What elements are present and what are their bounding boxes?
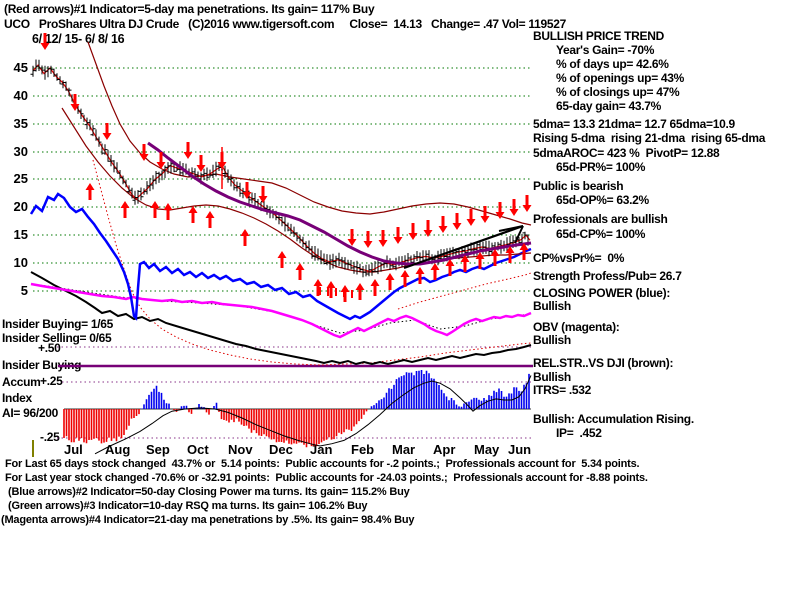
projection-arrow-head-b (514, 225, 524, 244)
month-label: Mar (392, 442, 416, 457)
panel-line: 5dmaAROC= 423 % PivotP= 12.88 (533, 146, 720, 160)
left-pane-label: +.50 (38, 341, 61, 355)
panel-line: Bullish: Accumulation Rising. (533, 412, 694, 426)
penetration-ticks (319, 287, 353, 298)
panel-line: IP= .452 (556, 426, 602, 440)
month-label: Jun (508, 442, 532, 457)
accum-histogram-positive (140, 370, 530, 409)
footer-line: (Blue arrows)#2 Indicator=50-day Closing… (8, 486, 410, 498)
month-label: Feb (351, 442, 375, 457)
panel-line: 5dma= 13.3 21dma= 12.7 65dma=10.9 (533, 117, 735, 131)
left-pane-label: Insider Selling= 0/65 (2, 331, 112, 345)
projection-arrow-head-a (498, 225, 524, 232)
footer-line: For Last 65 days stock changed 43.7% or … (5, 458, 640, 470)
month-label: Nov (228, 442, 253, 457)
left-pane-label: +.25 (40, 374, 63, 388)
panel-line: 65d-PR%= 100% (556, 160, 646, 174)
panel-line: Bullish (533, 299, 571, 313)
price-bars (30, 59, 529, 278)
panel-line: REL.STR..VS DJI (brown): (533, 356, 674, 370)
footer-line: For Last year stock changed -70.6% or -3… (5, 472, 648, 484)
panel-line: Bullish (533, 370, 571, 384)
accum-histogram-negative (63, 409, 368, 448)
panel-line: 65-day gain= 43.7% (556, 99, 661, 113)
month-label: Jul (64, 442, 83, 457)
buy-arrows (85, 183, 529, 302)
price-axis-label: 35 (13, 116, 28, 131)
panel-line: 65d-CP%= 100% (556, 227, 646, 241)
left-pane-label: AI= 96/200 (2, 406, 59, 420)
month-label: Aug (105, 442, 131, 457)
ma65-line (147, 141, 532, 266)
price-axis-label: 5 (20, 283, 28, 298)
symbol-header-line: UCO ProShares Ultra DJ Crude (C)2016 www… (4, 17, 566, 31)
ai-ma-line (94, 375, 532, 455)
price-axis-label: 30 (13, 144, 28, 159)
panel-line: Year's Gain= -70% (556, 43, 655, 57)
panel-line: Public is bearish (533, 179, 624, 193)
price-axis-label: 20 (13, 199, 28, 214)
cp-ma-dotted (397, 272, 532, 310)
panel-line: % of closings up= 47% (556, 85, 680, 99)
panel-line: ITRS= .532 (533, 383, 592, 397)
obv-line (30, 282, 532, 339)
panel-line: Rising 5-dma rising 21-dma rising 65-dma (533, 131, 766, 145)
panel-line: CP%vsPr%= 0% (533, 251, 625, 265)
month-label: Sep (146, 442, 170, 457)
panel-line: 65d-OP%= 63.2% (556, 193, 649, 207)
footer-line: (Magenta arrows)#4 Indicator=21-day ma p… (1, 514, 415, 526)
closing-power-line (29, 192, 532, 321)
ai-ref-dotted (57, 346, 531, 439)
panel-line: % of days up= 42.6% (556, 57, 669, 71)
left-pane-label: Index (2, 391, 32, 405)
panel-line: Bullish (533, 333, 571, 347)
month-label: May (474, 442, 500, 457)
month-label: Apr (433, 442, 456, 457)
indicator1-header-line: (Red arrows)#1 Indicator=5-day ma penetr… (4, 2, 375, 16)
price-axis-label: 10 (13, 255, 28, 270)
panel-line: % of openings up= 43% (556, 71, 685, 85)
left-pane-label: -.25 (40, 430, 60, 444)
price-axis-label: 25 (13, 171, 28, 186)
month-label: Dec (269, 442, 293, 457)
relstr-line (30, 271, 532, 366)
month-label: Jan (310, 442, 333, 457)
date-range-label: 6/ 12/ 15- 6/ 8/ 16 (32, 32, 125, 46)
panel-line: CLOSING POWER (blue): (533, 286, 671, 300)
panel-line: Professionals are bullish (533, 212, 668, 226)
panel-line: Strength Profess/Pub= 26.7 (533, 269, 682, 283)
footer-line: (Green arrows)#3 Indicator=10-day RSQ ma… (8, 500, 368, 512)
price-axis-label: 40 (13, 88, 28, 103)
month-label: Oct (187, 442, 209, 457)
projection-arrow-shaft (403, 224, 524, 270)
obv-ma-dotted (39, 284, 532, 334)
panel-line: OBV (magenta): (533, 320, 620, 334)
panel-line: BULLISH PRICE TREND (533, 29, 664, 43)
upper-band (87, 41, 532, 226)
price-axis-label: 15 (13, 227, 28, 242)
price-axis-label: 45 (13, 60, 28, 75)
left-pane-label: Insider Buying= 1/65 (2, 317, 114, 331)
left-pane-label: Accum (2, 375, 41, 389)
